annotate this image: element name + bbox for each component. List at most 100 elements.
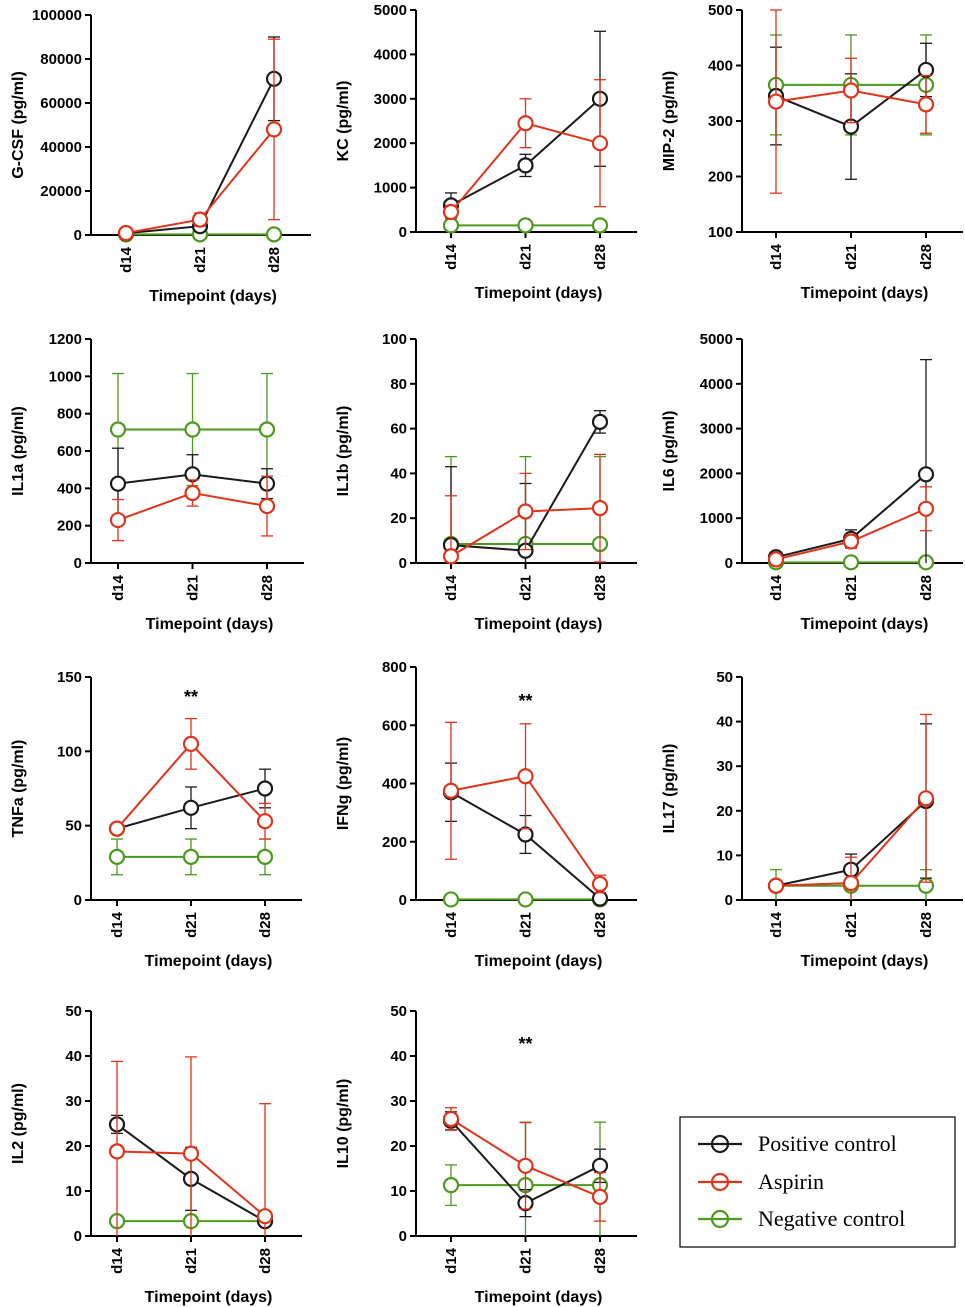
- y-tick-label: 2000: [374, 135, 407, 152]
- y-axis-title: IL17 (pg/ml): [661, 744, 678, 834]
- x-tick-label: d21: [518, 575, 535, 601]
- chart-panel-ifng: 0 200 400 600 800 d14 d21 d28 Timepoint (days) IF…: [335, 659, 637, 970]
- y-tick-label: 0: [399, 892, 407, 909]
- data-point: [591, 1188, 609, 1205]
- x-axis-title: Timepoint (days): [145, 953, 273, 970]
- data-point: [256, 780, 274, 797]
- data-point: [184, 466, 201, 483]
- y-tick-label: 50: [390, 1003, 407, 1020]
- data-point: [517, 503, 534, 520]
- significance-marker: **: [184, 687, 198, 707]
- data-point: [591, 890, 609, 907]
- significance-marker: **: [518, 1034, 532, 1054]
- y-tick-label: 50: [65, 1003, 82, 1020]
- legend-swatch-marker: [710, 1209, 730, 1229]
- data-point: [517, 891, 534, 908]
- series-aspirin: [442, 1107, 609, 1222]
- y-tick-label: 100: [708, 224, 733, 241]
- y-tick-label: 10: [65, 1183, 82, 1200]
- x-tick-label: d14: [768, 911, 785, 938]
- series-aspirin: [117, 38, 283, 242]
- data-point: [591, 500, 609, 517]
- chart-panel-mip-2: 100 200 300 400 500 d14 d21 d28 Timepoint (days)…: [661, 2, 963, 302]
- data-point: [591, 1157, 609, 1174]
- y-tick-label: 5000: [700, 331, 733, 348]
- data-point: [182, 1145, 200, 1162]
- data-point: [442, 548, 460, 565]
- y-tick-label: 0: [74, 555, 82, 572]
- x-tick-label: d28: [257, 912, 274, 938]
- y-tick-label: 5000: [374, 2, 407, 19]
- data-point: [109, 421, 127, 438]
- y-tick-label: 1000: [374, 180, 407, 197]
- x-tick-label: d21: [518, 244, 535, 270]
- y-tick-label: 600: [57, 443, 82, 460]
- x-axis-title: Timepoint (days): [475, 616, 603, 633]
- y-tick-label: 30: [390, 1093, 407, 1110]
- data-point: [917, 500, 935, 517]
- data-point: [917, 96, 935, 113]
- x-tick-label: d21: [183, 912, 200, 938]
- data-point: [442, 1177, 460, 1194]
- series-aspirin: [108, 717, 274, 840]
- data-point: [442, 782, 460, 799]
- data-point: [442, 203, 460, 221]
- x-tick-label: d14: [443, 1247, 460, 1274]
- x-tick-label: d28: [918, 575, 935, 601]
- y-axis-title: IL10 (pg/ml): [335, 1079, 352, 1169]
- x-axis-title: Timepoint (days): [145, 1289, 273, 1306]
- y-tick-label: 4000: [700, 376, 733, 393]
- y-axis-title: IL1b (pg/ml): [335, 406, 352, 497]
- data-point: [258, 421, 276, 438]
- data-point: [256, 848, 274, 865]
- x-tick-label: d14: [118, 246, 135, 273]
- data-point: [109, 511, 127, 529]
- y-tick-label: 60: [390, 421, 407, 438]
- series-aspirin: [767, 9, 935, 194]
- x-tick-label: d28: [592, 575, 609, 601]
- y-tick-label: 0: [74, 892, 82, 909]
- y-tick-label: 400: [382, 776, 407, 793]
- y-tick-label: 100000: [32, 7, 82, 24]
- y-tick-label: 60000: [40, 95, 82, 112]
- y-tick-label: 200: [708, 169, 733, 186]
- series-aspirin: [767, 713, 935, 900]
- data-point: [842, 82, 860, 99]
- series-aspirin: [442, 453, 609, 565]
- legend: Positive control Aspirin Negative contro…: [679, 1116, 956, 1248]
- y-tick-label: 0: [74, 227, 82, 244]
- data-point: [258, 497, 276, 515]
- chart-panel-il1b: 0 20 40 60 80 100 d14 d21 d28 Timepoint (days) IL1…: [335, 331, 637, 633]
- y-axis-title: TNFa (pg/ml): [10, 740, 27, 838]
- data-point: [767, 551, 785, 568]
- significance-marker: **: [518, 691, 532, 711]
- legend-item-negative-control: Negative control: [698, 1206, 905, 1231]
- x-tick-label: d14: [443, 243, 460, 270]
- y-tick-label: 3000: [700, 421, 733, 438]
- series-positive-control: [117, 36, 283, 242]
- x-tick-label: d14: [768, 243, 785, 270]
- x-tick-label: d14: [443, 574, 460, 601]
- y-tick-label: 100: [382, 331, 407, 348]
- x-tick-label: d21: [843, 912, 860, 938]
- data-point: [517, 826, 534, 843]
- x-axis-title: Timepoint (days): [475, 285, 603, 302]
- data-point: [591, 413, 609, 430]
- data-point: [842, 533, 860, 550]
- x-tick-label: d28: [918, 244, 935, 270]
- y-tick-label: 20: [390, 510, 407, 527]
- x-axis-title: Timepoint (days): [475, 953, 603, 970]
- y-tick-label: 20: [716, 803, 733, 820]
- y-tick-label: 400: [708, 58, 733, 75]
- data-point: [591, 217, 609, 234]
- legend-item-positive-control: Positive control: [698, 1131, 897, 1156]
- series-aspirin: [108, 1056, 274, 1236]
- data-point: [108, 1143, 126, 1160]
- chart-panel-il2: 0 10 20 30 40 50 d14 d21 d28 Timepoint (days) IL2 …: [10, 1003, 302, 1306]
- legend-label: Positive control: [758, 1131, 897, 1156]
- x-tick-label: d14: [110, 574, 127, 601]
- y-tick-label: 40: [716, 714, 733, 731]
- data-point: [182, 799, 200, 816]
- y-tick-label: 20000: [40, 183, 82, 200]
- x-axis-title: Timepoint (days): [801, 285, 929, 302]
